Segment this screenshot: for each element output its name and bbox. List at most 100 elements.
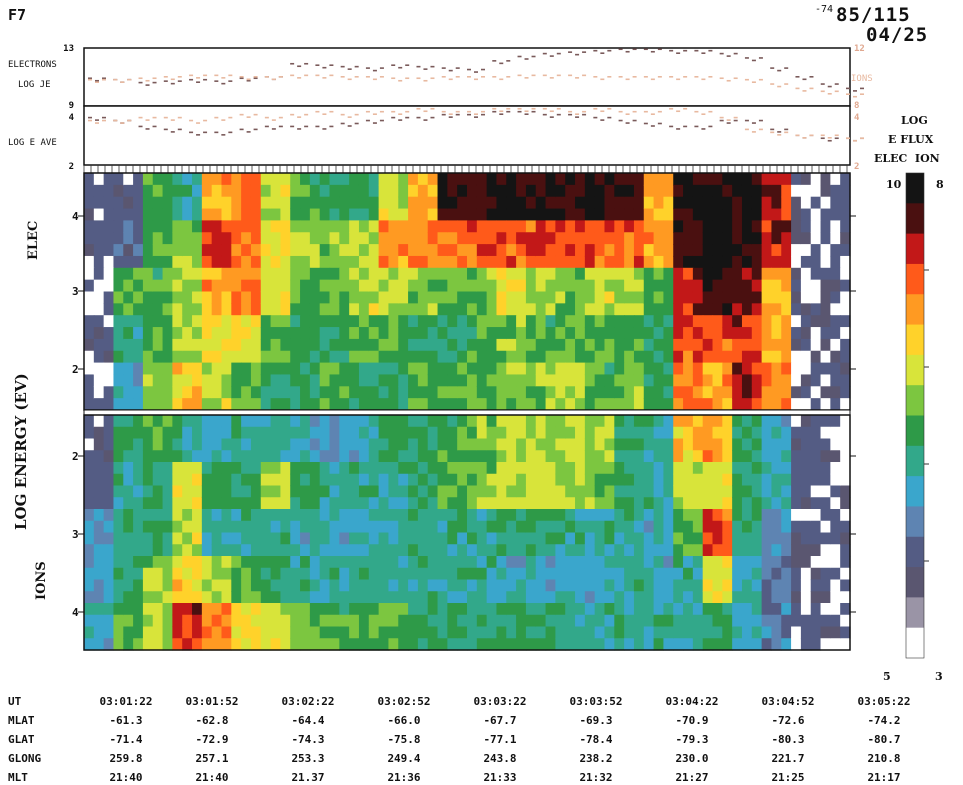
ion-spectrogram-cell bbox=[330, 474, 340, 486]
elec-spectrogram-cell bbox=[369, 280, 379, 292]
ion-spectrogram-cell bbox=[830, 450, 840, 462]
elec-spectrogram-cell bbox=[752, 173, 762, 185]
ion-spectrogram-cell bbox=[821, 615, 831, 627]
elec-spectrogram-cell bbox=[379, 374, 389, 386]
ion-spectrogram-cell bbox=[221, 580, 231, 592]
elec-spectrogram-cell bbox=[290, 197, 300, 209]
flux-panel-series1-point bbox=[543, 75, 547, 77]
elec-spectrogram-cell bbox=[418, 339, 428, 351]
elec-spectrogram-cell bbox=[388, 386, 398, 398]
elec-spectrogram-cell bbox=[271, 232, 281, 244]
ion-spectrogram-cell bbox=[163, 509, 173, 521]
elec-spectrogram-cell bbox=[487, 220, 497, 232]
elec-spectrogram-cell bbox=[261, 315, 271, 327]
elec-spectrogram-cell bbox=[585, 351, 595, 363]
ion-spectrogram-cell bbox=[762, 533, 772, 545]
flux-panel-series1-point bbox=[568, 75, 572, 77]
elec-spectrogram-cell bbox=[634, 268, 644, 280]
elec-spectrogram-cell bbox=[310, 244, 320, 256]
ion-spectrogram-cell bbox=[261, 544, 271, 556]
ephemeris-cell: 221.7 bbox=[771, 752, 804, 765]
elec-spectrogram-cell bbox=[290, 220, 300, 232]
elec-spectrogram-cell bbox=[771, 303, 781, 315]
elec-spectrogram-cell bbox=[418, 256, 428, 268]
elec-spectrogram-cell bbox=[339, 315, 349, 327]
ion-spectrogram-cell bbox=[732, 580, 742, 592]
ion-spectrogram-cell bbox=[447, 580, 457, 592]
elec-spectrogram-cell bbox=[801, 220, 811, 232]
ion-spectrogram-cell bbox=[418, 638, 428, 650]
ion-spectrogram-cell bbox=[241, 439, 251, 451]
ion-spectrogram-cell bbox=[771, 439, 781, 451]
elec-spectrogram-cell bbox=[192, 351, 202, 363]
elec-spectrogram-cell bbox=[575, 256, 585, 268]
ephemeris-cell: -74.3 bbox=[291, 733, 324, 746]
ion-spectrogram-cell bbox=[212, 497, 222, 509]
elec-spectrogram-cell bbox=[673, 386, 683, 398]
elec-spectrogram-cell bbox=[231, 398, 241, 410]
ephemeris-cell: -70.9 bbox=[675, 714, 708, 727]
elec-spectrogram-cell bbox=[438, 363, 448, 375]
elec-spectrogram-cell bbox=[388, 244, 398, 256]
elec-spectrogram-cell bbox=[496, 398, 506, 410]
elec-spectrogram-cell bbox=[241, 339, 251, 351]
ion-spectrogram-cell bbox=[791, 638, 801, 650]
elec-spectrogram-cell bbox=[477, 386, 487, 398]
ion-spectrogram-cell bbox=[811, 580, 821, 592]
ephemeris-cell: 259.8 bbox=[109, 752, 142, 765]
ion-spectrogram-cell bbox=[339, 427, 349, 439]
elec-spectrogram-cell bbox=[811, 256, 821, 268]
elec-spectrogram-cell bbox=[762, 173, 772, 185]
elec-spectrogram-cell bbox=[349, 256, 359, 268]
elec-spectrogram-cell bbox=[143, 209, 153, 221]
ion-spectrogram-cell bbox=[752, 568, 762, 580]
elec-spectrogram-cell bbox=[212, 209, 222, 221]
ion-spectrogram-cell bbox=[94, 439, 104, 451]
ion-spectrogram-cell bbox=[349, 521, 359, 533]
ion-spectrogram-cell bbox=[526, 427, 536, 439]
elec-spectrogram-cell bbox=[251, 244, 261, 256]
elec-spectrogram-cell bbox=[644, 386, 654, 398]
elec-spectrogram-cell bbox=[811, 292, 821, 304]
ion-spectrogram-cell bbox=[673, 556, 683, 568]
elec-spectrogram-cell bbox=[467, 197, 477, 209]
ion-spectrogram-cell bbox=[94, 638, 104, 650]
ion-spectrogram-cell bbox=[349, 450, 359, 462]
elec-spectrogram-cell bbox=[683, 327, 693, 339]
ion-spectrogram-cell bbox=[408, 556, 418, 568]
elec-spectrogram-cell bbox=[477, 374, 487, 386]
ion-spectrogram-cell bbox=[536, 615, 546, 627]
elec-spectrogram-cell bbox=[408, 339, 418, 351]
elec-spectrogram-cell bbox=[290, 315, 300, 327]
ion-spectrogram-cell bbox=[781, 474, 791, 486]
elec-spectrogram-cell bbox=[467, 209, 477, 221]
ion-spectrogram-cell bbox=[369, 568, 379, 580]
ion-spectrogram-cell bbox=[536, 415, 546, 427]
elec-spectrogram-cell bbox=[781, 339, 791, 351]
ion-spectrogram-cell bbox=[339, 591, 349, 603]
ion-spectrogram-cell bbox=[624, 474, 634, 486]
ion-spectrogram-cell bbox=[821, 603, 831, 615]
elec-spectrogram-cell bbox=[241, 351, 251, 363]
elec-spectrogram-cell bbox=[113, 363, 123, 375]
elec-spectrogram-cell bbox=[781, 374, 791, 386]
ion-spectrogram-cell bbox=[261, 603, 271, 615]
elec-spectrogram-cell bbox=[801, 280, 811, 292]
elec-spectrogram-cell bbox=[143, 185, 153, 197]
flux-panel-series0-point bbox=[240, 77, 244, 79]
elec-spectrogram-cell bbox=[644, 363, 654, 375]
ion-spectrogram-cell bbox=[673, 603, 683, 615]
colorbar-swatch bbox=[906, 567, 924, 598]
ion-spectrogram-cell bbox=[261, 415, 271, 427]
elec-spectrogram-cell bbox=[94, 220, 104, 232]
elec-spectrogram-cell bbox=[801, 197, 811, 209]
ion-spectrogram-cell bbox=[487, 497, 497, 509]
ion-spectrogram-cell bbox=[104, 439, 114, 451]
ion-spectrogram-cell bbox=[546, 603, 556, 615]
elec-spectrogram-cell bbox=[624, 327, 634, 339]
elec-spectrogram-cell bbox=[113, 374, 123, 386]
ion-spectrogram-cell bbox=[644, 568, 654, 580]
ion-spectrogram-cell bbox=[526, 603, 536, 615]
elec-spectrogram-cell bbox=[84, 268, 94, 280]
flux-panel-series0-point bbox=[708, 50, 712, 52]
